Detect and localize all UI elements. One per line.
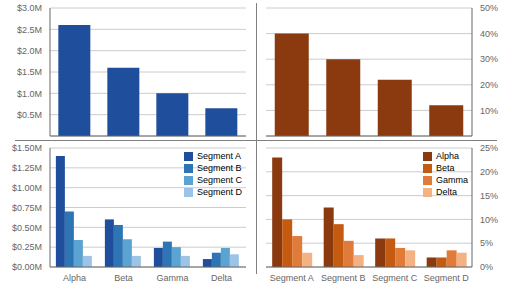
svg-text:$2.0M: $2.0M [17,46,42,56]
svg-text:15%: 15% [480,191,498,201]
svg-text:10%: 10% [480,215,498,225]
svg-text:10%: 10% [480,106,498,116]
svg-text:25%: 25% [480,143,498,153]
svg-text:$1.0M: $1.0M [17,89,42,99]
html-text:Gamma: Gamma [436,175,468,185]
svg-text:$0.25M: $0.25M [12,242,42,252]
html-text:Segment A: Segment A [197,151,241,161]
svg-text:Alpha: Alpha [63,273,86,283]
svg-text:Delta: Delta [211,273,232,283]
html-text:Alpha: Alpha [436,151,459,161]
svg-text:Segment C: Segment C [372,273,418,283]
svg-text:20%: 20% [480,80,498,90]
svg-text:Segment D: Segment D [424,273,470,283]
svg-text:$0.50M: $0.50M [12,223,42,233]
svg-text:$1.00M: $1.00M [12,183,42,193]
html-text:Segment B: Segment B [197,163,242,173]
svg-text:$2.5M: $2.5M [17,25,42,35]
svg-text:$1.5M: $1.5M [17,67,42,77]
svg-text:Gamma: Gamma [156,273,188,283]
html-text:Delta: Delta [436,187,457,197]
svg-text:$3.0M: $3.0M [17,3,42,13]
svg-text:50%: 50% [480,3,498,13]
svg-text:40%: 40% [480,29,498,39]
svg-text:$1.25M: $1.25M [12,163,42,173]
html-text:Beta: Beta [436,163,455,173]
svg-text:30%: 30% [480,54,498,64]
svg-text:$1.50M: $1.50M [12,143,42,153]
html-text:Segment D: Segment D [197,187,242,197]
svg-text:$0.5M: $0.5M [17,110,42,120]
svg-text:Segment A: Segment A [270,273,314,283]
svg-text:$0.75M: $0.75M [12,203,42,213]
svg-text:20%: 20% [480,167,498,177]
html-text:Segment C: Segment C [197,175,242,185]
svg-text:Beta: Beta [114,273,133,283]
svg-text:5%: 5% [480,238,493,248]
svg-text:Segment B: Segment B [321,273,366,283]
svg-text:$0.00M: $0.00M [12,262,42,272]
svg-text:0%: 0% [480,262,493,272]
